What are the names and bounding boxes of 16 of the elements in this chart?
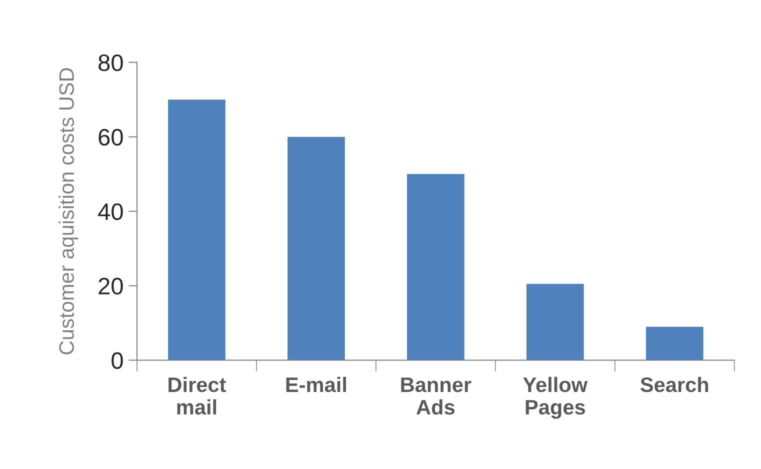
y-tick-label: 40	[98, 203, 123, 220]
bar	[168, 100, 226, 360]
bar	[646, 326, 704, 360]
y-tick-label: 80	[98, 54, 123, 72]
x-tick-label: Banner Ads	[401, 378, 472, 415]
y-axis-title: Customer aquisition costs USD	[58, 68, 78, 354]
y-tick-label: 20	[98, 278, 123, 295]
x-tick-label: E-mail	[286, 376, 346, 392]
x-tick-label: Direct mail	[168, 376, 226, 415]
x-tick-label: Yellow Pages	[523, 376, 588, 419]
bar	[288, 136, 345, 360]
y-tick-label: 60	[98, 128, 123, 146]
x-tick-label: Search	[640, 376, 708, 392]
y-tick-label: 0	[112, 352, 123, 369]
bar	[526, 284, 584, 360]
bar	[407, 174, 464, 360]
